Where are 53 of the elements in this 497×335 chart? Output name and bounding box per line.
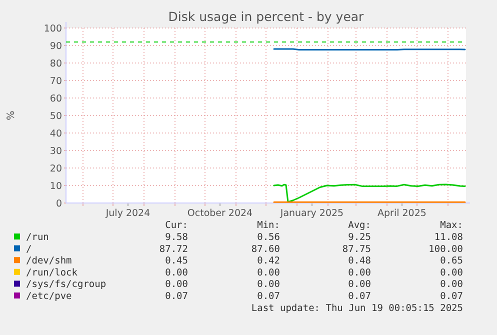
legend-label: /run/lock <box>26 267 78 278</box>
legend-label: /sys/fs/cgroup <box>26 279 106 290</box>
text: 0.00 <box>165 279 188 290</box>
y-tick-label: 100 <box>44 24 62 34</box>
text: 9.25 <box>348 232 371 243</box>
text: 0.00 <box>440 279 464 290</box>
text: 87.60 <box>251 244 280 255</box>
text: 0.00 <box>257 279 280 290</box>
x-tick-label: January 2025 <box>279 208 344 219</box>
legend-label: /etc/pve <box>26 291 72 302</box>
text: 87.75 <box>342 244 371 255</box>
y-tick-label: 60 <box>50 94 62 104</box>
text: 0.07 <box>348 291 371 302</box>
y-tick-label: 30 <box>50 146 62 157</box>
text: 0.48 <box>348 256 372 267</box>
text: Min: <box>257 220 280 231</box>
text: 87.72 <box>159 244 188 255</box>
text: 0.45 <box>165 256 188 267</box>
text: 0.00 <box>348 267 372 278</box>
text: Last update: Thu Jun 19 00:05:15 2025 <box>251 302 463 314</box>
text: 0.07 <box>440 291 463 302</box>
text: 100.00 <box>428 244 464 255</box>
y-tick-label: 20 <box>50 164 62 174</box>
text: 0.65 <box>440 256 463 267</box>
y-tick-label: 40 <box>50 128 62 140</box>
text: 9.58 <box>165 232 188 243</box>
y-tick-label: 0 <box>56 198 62 210</box>
y-axis-title: % <box>6 110 17 120</box>
y-tick-label: 10 <box>50 181 62 192</box>
text: 0.56 <box>257 232 280 243</box>
legend-label: / <box>26 244 32 255</box>
line-series <box>273 184 466 203</box>
legend-label: /run <box>26 232 49 243</box>
text: 0.00 <box>440 267 464 278</box>
y-tick-label: 50 <box>50 111 62 122</box>
text: 0.00 <box>257 267 280 278</box>
text: 0.07 <box>257 291 280 302</box>
text: 0.07 <box>165 291 188 302</box>
text: 0.00 <box>348 279 372 290</box>
chart-title: Disk usage in percent - by year <box>168 9 365 24</box>
y-tick-label: 90 <box>50 41 62 52</box>
x-tick-label: October 2024 <box>187 208 253 219</box>
text: Cur: <box>165 220 188 231</box>
text: 0.00 <box>165 267 188 278</box>
y-tick-label: 80 <box>50 58 62 70</box>
text: 0.42 <box>257 256 280 267</box>
legend-label: /dev/shm <box>26 256 72 267</box>
y-tick-label: 70 <box>50 76 62 87</box>
text: Avg: <box>348 220 371 231</box>
text: Max: <box>440 220 463 231</box>
x-tick-label: July 2024 <box>104 208 150 219</box>
x-tick-label: April 2025 <box>378 208 426 219</box>
text: 11.08 <box>434 232 464 243</box>
